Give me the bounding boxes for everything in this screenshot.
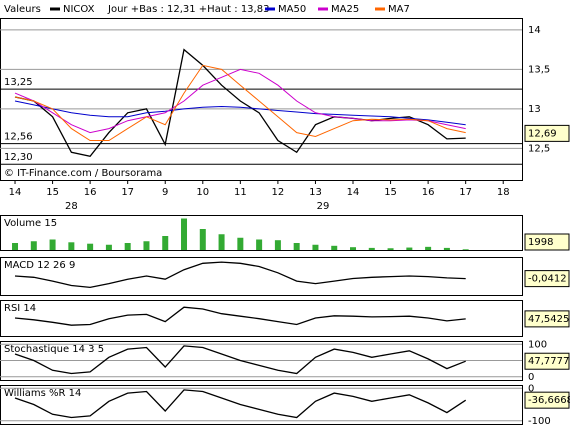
y-tick-label: 13 [528, 104, 541, 115]
series-line [14, 389, 467, 419]
panel-frame [0, 215, 523, 251]
y-tick-label: 14 [528, 25, 541, 36]
last-value-box [524, 310, 570, 328]
volume-bar [350, 247, 357, 250]
volume-bar [462, 249, 469, 250]
x-tick-label: 15 [384, 187, 397, 198]
last-value-box [524, 124, 570, 142]
x-tick-label: 17 [459, 187, 472, 198]
last-value-label: -0,0412 [528, 274, 567, 285]
legend-label: MA50 [278, 4, 306, 15]
credit: © IT-Finance.com / Boursorama [4, 168, 162, 179]
volume-bar [181, 218, 188, 250]
volume-bar [30, 241, 37, 250]
x-tick-label: 16 [84, 187, 97, 198]
volume-bar [425, 246, 432, 250]
legend-label: MA25 [331, 4, 359, 15]
x-tick-label: 12 [272, 187, 285, 198]
legend-label: MA7 [388, 4, 410, 15]
last-value-label: 47,5425 [528, 314, 569, 325]
volume-bar [162, 236, 169, 250]
panel-title: MACD 12 26 9 [4, 260, 75, 271]
week-label: 29 [317, 201, 330, 212]
header-label: Valeurs [4, 4, 41, 15]
panel-frame [0, 257, 523, 296]
series-line [14, 64, 466, 141]
y-tick-label: 12,5 [528, 143, 550, 154]
last-value-box [524, 391, 570, 409]
panel-title: Stochastique 14 3 5 [4, 344, 104, 355]
series-line [14, 100, 466, 126]
last-value-label: 47,7777 [528, 356, 569, 367]
x-tick-label: 13 [309, 187, 322, 198]
y-tick-label: 100 [528, 339, 547, 350]
volume-bar [49, 239, 56, 250]
series-line [14, 345, 466, 375]
volume-bar [105, 244, 112, 250]
volume-bar [293, 243, 300, 250]
x-tick-label: 10 [196, 187, 209, 198]
x-tick-label: 14 [347, 187, 360, 198]
level-label: 13,25 [4, 77, 33, 88]
volume-bar [368, 247, 375, 250]
x-tick-label: 17 [121, 187, 134, 198]
legend-label: NICOX [63, 4, 95, 15]
volume-bar [199, 229, 206, 250]
volume-bar [274, 240, 281, 250]
last-value-box [524, 352, 570, 370]
y-tick-label: 13,5 [528, 64, 550, 75]
volume-bar [218, 234, 225, 250]
last-value-label: -36,6668 [528, 395, 570, 406]
panel-frame [0, 385, 523, 425]
volume-bar [256, 239, 263, 250]
volume-bar [387, 248, 394, 250]
x-tick-label: 16 [422, 187, 435, 198]
series-line [14, 306, 466, 326]
level-label: 12,30 [4, 152, 33, 163]
panel-frame [0, 18, 523, 181]
level-label: 12,56 [4, 132, 33, 143]
panel-title: RSI 14 [4, 303, 36, 314]
last-value-label: 12,69 [528, 128, 557, 139]
volume-bar [143, 241, 150, 250]
x-tick-label: 15 [46, 187, 59, 198]
series-line [14, 48, 466, 158]
series-line [14, 261, 466, 289]
volume-bar [312, 244, 319, 250]
x-tick-label: 18 [497, 187, 510, 198]
volume-bar [87, 243, 94, 250]
header-label: Jour +Bas : 12,31 +Haut : 13,83 [107, 4, 269, 15]
volume-bar [406, 247, 413, 250]
volume-bar [124, 243, 131, 250]
x-tick-label: 9 [162, 187, 168, 198]
y-tick-label: 0 [528, 383, 534, 394]
x-tick-label: 14 [9, 187, 22, 198]
last-value-label: 1998 [528, 237, 553, 248]
x-tick-label: 11 [234, 187, 247, 198]
volume-bar [331, 245, 338, 250]
panel-frame [0, 300, 523, 337]
volume-bar [237, 237, 244, 250]
series-line [14, 68, 466, 134]
volume-bar [12, 243, 19, 250]
panel-title: Williams %R 14 [4, 388, 81, 399]
last-value-box [524, 233, 570, 251]
y-tick-label: -100 [528, 416, 551, 427]
week-label: 28 [65, 201, 78, 212]
last-value-box [524, 270, 570, 288]
panel-title: Volume 15 [4, 218, 57, 229]
volume-bar [68, 242, 75, 250]
y-tick-label: 0 [528, 372, 534, 383]
volume-bar [443, 247, 450, 250]
